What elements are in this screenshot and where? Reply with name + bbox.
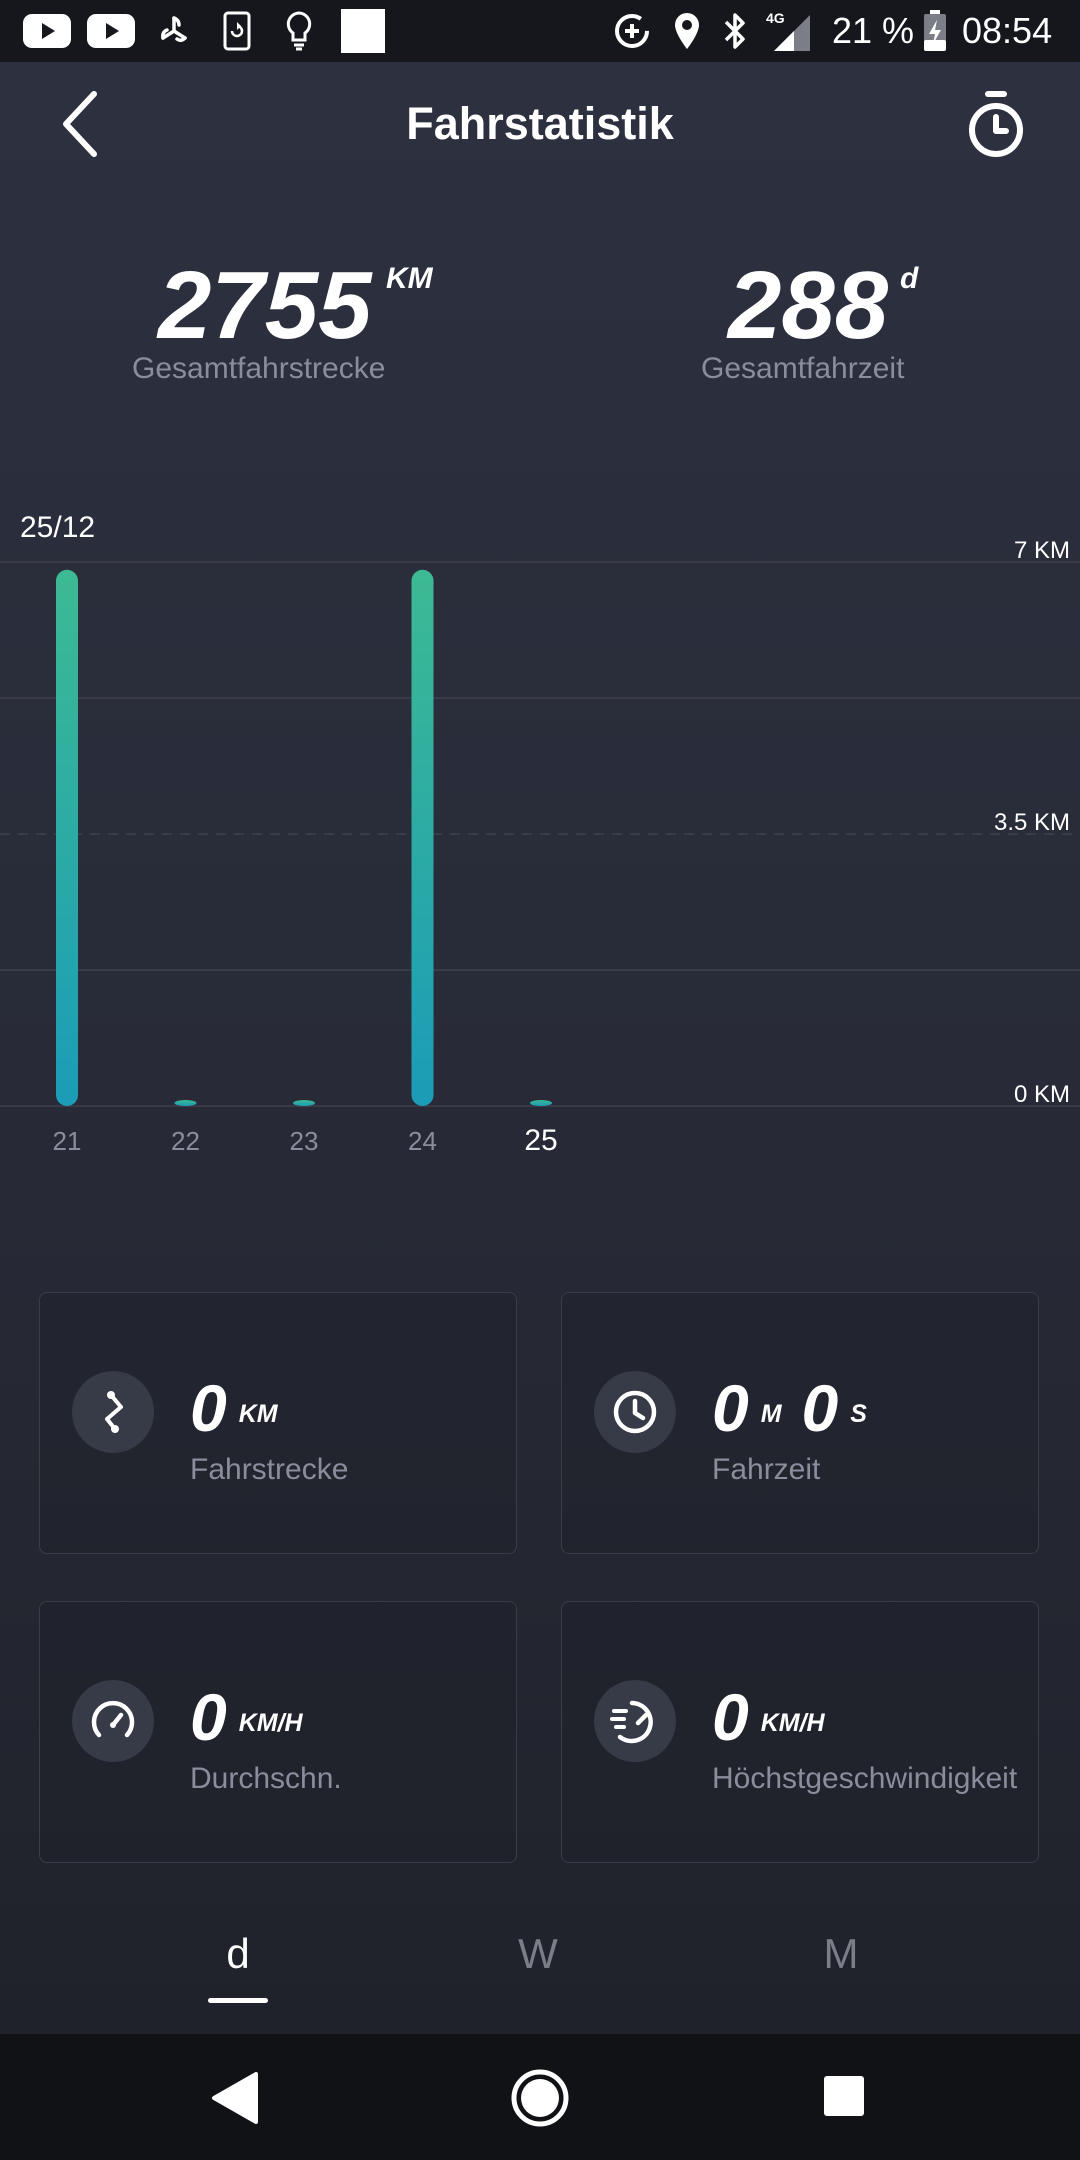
speedometer-icon xyxy=(72,1680,154,1762)
tab-day-label: d xyxy=(226,1930,250,1977)
youtube-icon xyxy=(22,9,72,53)
tab-week[interactable]: W xyxy=(438,1924,638,1984)
x-tick-label[interactable]: 23 xyxy=(290,1126,319,1156)
bulb-icon xyxy=(284,9,314,53)
card-distance-value: 0 KM xyxy=(190,1373,278,1443)
nav-home-button[interactable] xyxy=(510,2068,570,2128)
max-speed-value: 0 xyxy=(712,1680,749,1754)
total-distance: 2755 xyxy=(158,256,372,356)
bar-25[interactable] xyxy=(530,1100,552,1106)
card-average-speed: 0 KM/H Durchschn. xyxy=(39,1601,517,1863)
selected-date-label: 25/12 xyxy=(20,511,95,544)
total-time-unit: d xyxy=(900,262,919,295)
distance-unit: KM xyxy=(238,1400,278,1428)
card-max-speed: 0 KM/H Höchstgeschwindigkeit xyxy=(561,1601,1039,1863)
tab-week-label: W xyxy=(518,1930,558,1977)
total-time: 288 xyxy=(728,256,888,356)
battery-percent: 21 % xyxy=(832,10,915,51)
navigation-bar xyxy=(0,2034,1080,2160)
bar-23[interactable] xyxy=(293,1100,315,1106)
total-time-value: 288 xyxy=(728,252,889,359)
x-tick-label[interactable]: 24 xyxy=(408,1126,437,1156)
total-time-label: Gesamtfahrzeit xyxy=(701,352,905,385)
tab-active-indicator xyxy=(208,1998,268,2003)
x-tick-label[interactable]: 21 xyxy=(53,1126,82,1156)
distance-value: 0 xyxy=(190,1371,227,1445)
max-speed-unit: KM/H xyxy=(760,1709,825,1737)
clock-icon xyxy=(594,1371,676,1453)
stopwatch-button[interactable] xyxy=(960,86,1032,162)
fan-icon xyxy=(156,9,192,53)
battery-charging-icon xyxy=(922,9,948,53)
location-icon xyxy=(670,9,704,53)
average-speed-unit: KM/H xyxy=(238,1709,303,1737)
clock-time: 08:54 xyxy=(962,10,1053,51)
card-max-speed-label: Höchstgeschwindigkeit xyxy=(712,1762,1018,1795)
fast-speed-icon xyxy=(594,1680,676,1762)
signal-icon: 4G xyxy=(764,9,814,53)
tab-month-label: M xyxy=(823,1930,859,1977)
tab-month[interactable]: M xyxy=(741,1924,941,1984)
tab-day[interactable]: d xyxy=(138,1924,338,2003)
data-saver-icon xyxy=(612,9,652,53)
bar-24[interactable] xyxy=(411,569,434,1106)
network-type-label: 4G xyxy=(766,10,785,26)
card-distance-label: Fahrstrecke xyxy=(190,1453,349,1486)
youtube-icon xyxy=(86,9,136,53)
chart-svg: 7 KM 3.5 KM 0 KM 25/12 21 22 23 24 25 xyxy=(0,511,1080,1157)
average-speed-value: 0 xyxy=(190,1680,227,1754)
ride-time-minutes: 0 xyxy=(712,1371,749,1445)
phone-sync-icon xyxy=(222,9,252,53)
white-square-icon xyxy=(340,9,386,53)
nav-back-button[interactable] xyxy=(210,2070,262,2126)
daily-distance-chart[interactable]: 7 KM 3.5 KM 0 KM 25/12 21 22 23 24 25 xyxy=(0,500,1080,1180)
x-tick-label[interactable]: 25 xyxy=(524,1124,557,1157)
back-button[interactable] xyxy=(48,88,120,160)
status-bar: 4G 21 % 08:54 xyxy=(0,0,1080,62)
nav-back-icon xyxy=(212,2072,258,2124)
card-ride-time-label: Fahrzeit xyxy=(712,1453,821,1486)
nav-recents-icon xyxy=(824,2076,864,2116)
card-average-speed-value: 0 KM/H xyxy=(190,1682,303,1752)
total-distance-label: Gesamtfahrstrecke xyxy=(132,352,386,385)
ride-time-seconds-unit: S xyxy=(850,1400,867,1428)
y-tick-label: 7 KM xyxy=(1014,537,1070,564)
y-tick-label: 3.5 KM xyxy=(994,809,1070,836)
card-distance: 0 KM Fahrstrecke xyxy=(39,1292,517,1554)
nav-home-icon xyxy=(511,2069,569,2127)
total-distance-unit: KM xyxy=(386,262,433,295)
total-distance-value: 2755 xyxy=(158,252,372,359)
route-icon xyxy=(72,1371,154,1453)
bluetooth-icon xyxy=(720,9,750,53)
ride-time-minutes-unit: M xyxy=(760,1400,782,1428)
stopwatch-icon xyxy=(969,91,1023,157)
page-title: Fahrstatistik xyxy=(406,98,674,149)
card-max-speed-value: 0 KM/H xyxy=(712,1682,825,1752)
back-arrow-icon xyxy=(63,91,97,157)
bar-21[interactable] xyxy=(56,569,78,1106)
ride-time-seconds: 0 xyxy=(801,1371,839,1445)
bar-22[interactable] xyxy=(174,1100,197,1106)
x-tick-label[interactable]: 22 xyxy=(171,1126,200,1156)
card-average-speed-label: Durchschn. xyxy=(190,1762,342,1795)
y-tick-label: 0 KM xyxy=(1014,1081,1070,1108)
nav-recents-button[interactable] xyxy=(822,2074,866,2118)
